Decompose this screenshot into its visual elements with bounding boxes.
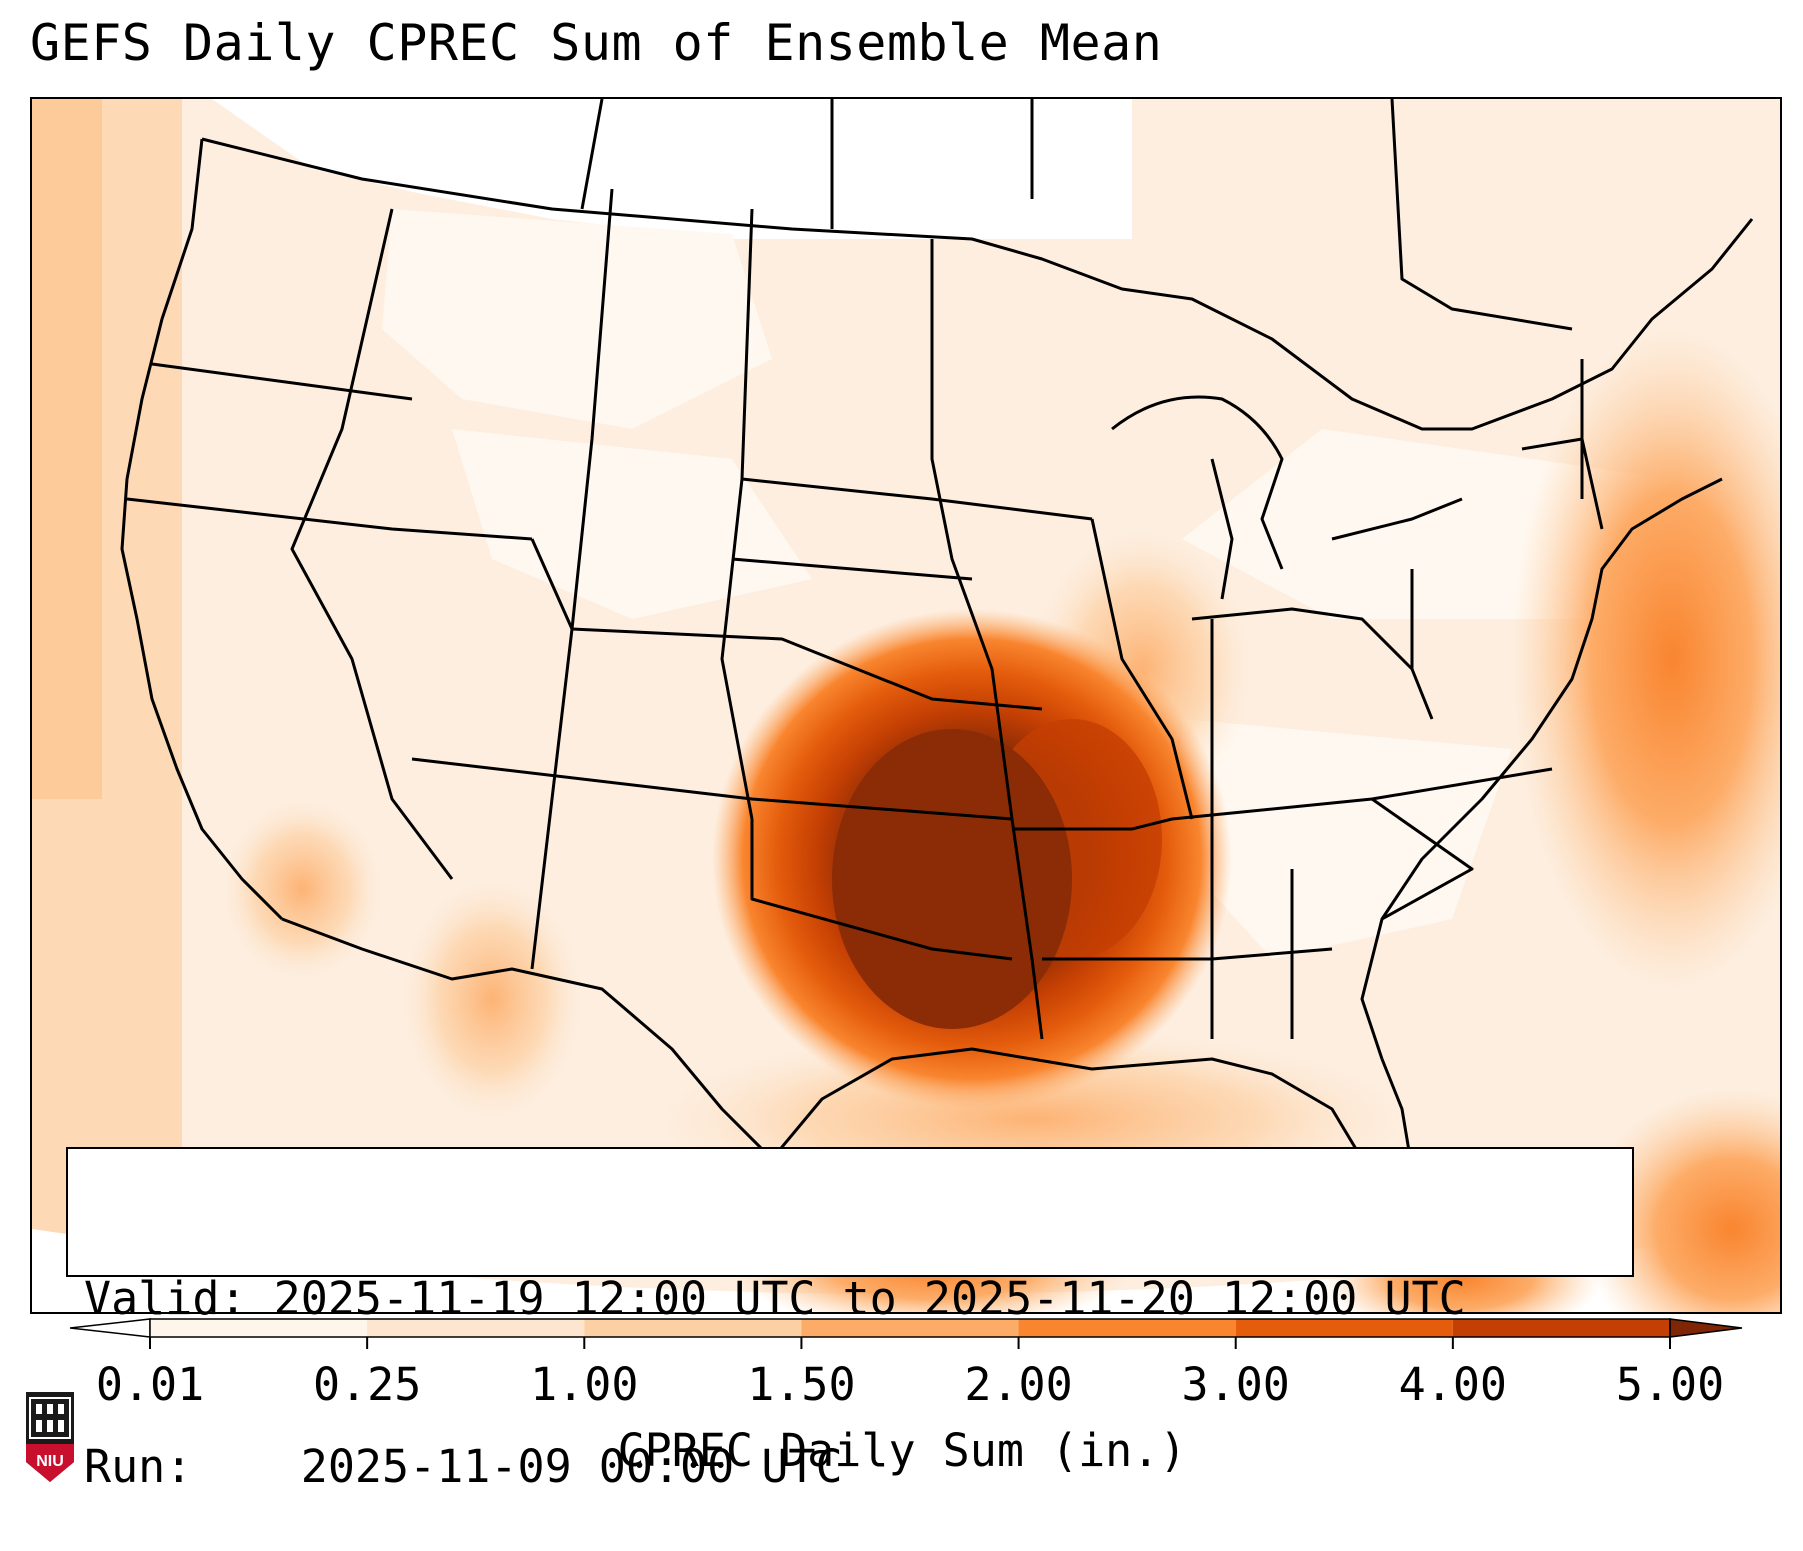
run-value: 2025-11-09 00:00 UTC <box>300 1440 843 1493</box>
colorbar-tick-label: 0.01 <box>95 1358 205 1411</box>
run-label: Run: <box>84 1440 193 1493</box>
colorbar-outline <box>149 1318 1671 1338</box>
colorbar-segment <box>801 1319 1019 1337</box>
colorbar <box>70 1318 1743 1349</box>
colorbar-segment <box>584 1319 802 1337</box>
colorbar-segment <box>1452 1319 1670 1337</box>
valid-line: Valid: 2025-11-19 12:00 UTC to 2025-11-2… <box>84 1271 1632 1327</box>
map-panel[interactable] <box>30 97 1782 1314</box>
valid-label: Valid: <box>84 1272 247 1325</box>
colorbar-segment <box>367 1319 585 1337</box>
niu-logo-text: NIU <box>36 1453 64 1470</box>
colorbar-over-arrow <box>1669 1318 1743 1338</box>
colorbar-tick-label: 2.00 <box>964 1358 1073 1411</box>
colorbar-segment <box>1018 1319 1236 1337</box>
colorbar-tick-label: 1.50 <box>747 1358 856 1411</box>
run-line: Run: 2025-11-09 00:00 UTC <box>84 1439 1632 1495</box>
valid-value: 2025-11-19 12:00 UTC to 2025-11-20 12:00… <box>273 1272 1466 1325</box>
colorbar-segment <box>150 1319 368 1337</box>
info-box: Valid: 2025-11-19 12:00 UTC to 2025-11-2… <box>66 1147 1634 1493</box>
colorbar-segment <box>1235 1319 1453 1337</box>
colorbar-under-arrow <box>70 1318 151 1338</box>
colorbar-tick-label: 5.00 <box>1615 1358 1725 1411</box>
colorbar-tick-label: 4.00 <box>1398 1358 1508 1411</box>
map-title: GEFS Daily CPREC Sum of Ensemble Mean <box>30 14 1163 72</box>
colorbar-tick-label: 0.25 <box>312 1358 422 1411</box>
niu-logo-icon: NIU <box>26 1392 74 1482</box>
colorbar-label: CPREC Daily Sum (in.) <box>617 1424 1187 1477</box>
colorbar-tick-label: 1.00 <box>530 1358 639 1411</box>
precip-map <box>32 99 1780 1312</box>
colorbar-tick-label: 3.00 <box>1181 1358 1290 1411</box>
